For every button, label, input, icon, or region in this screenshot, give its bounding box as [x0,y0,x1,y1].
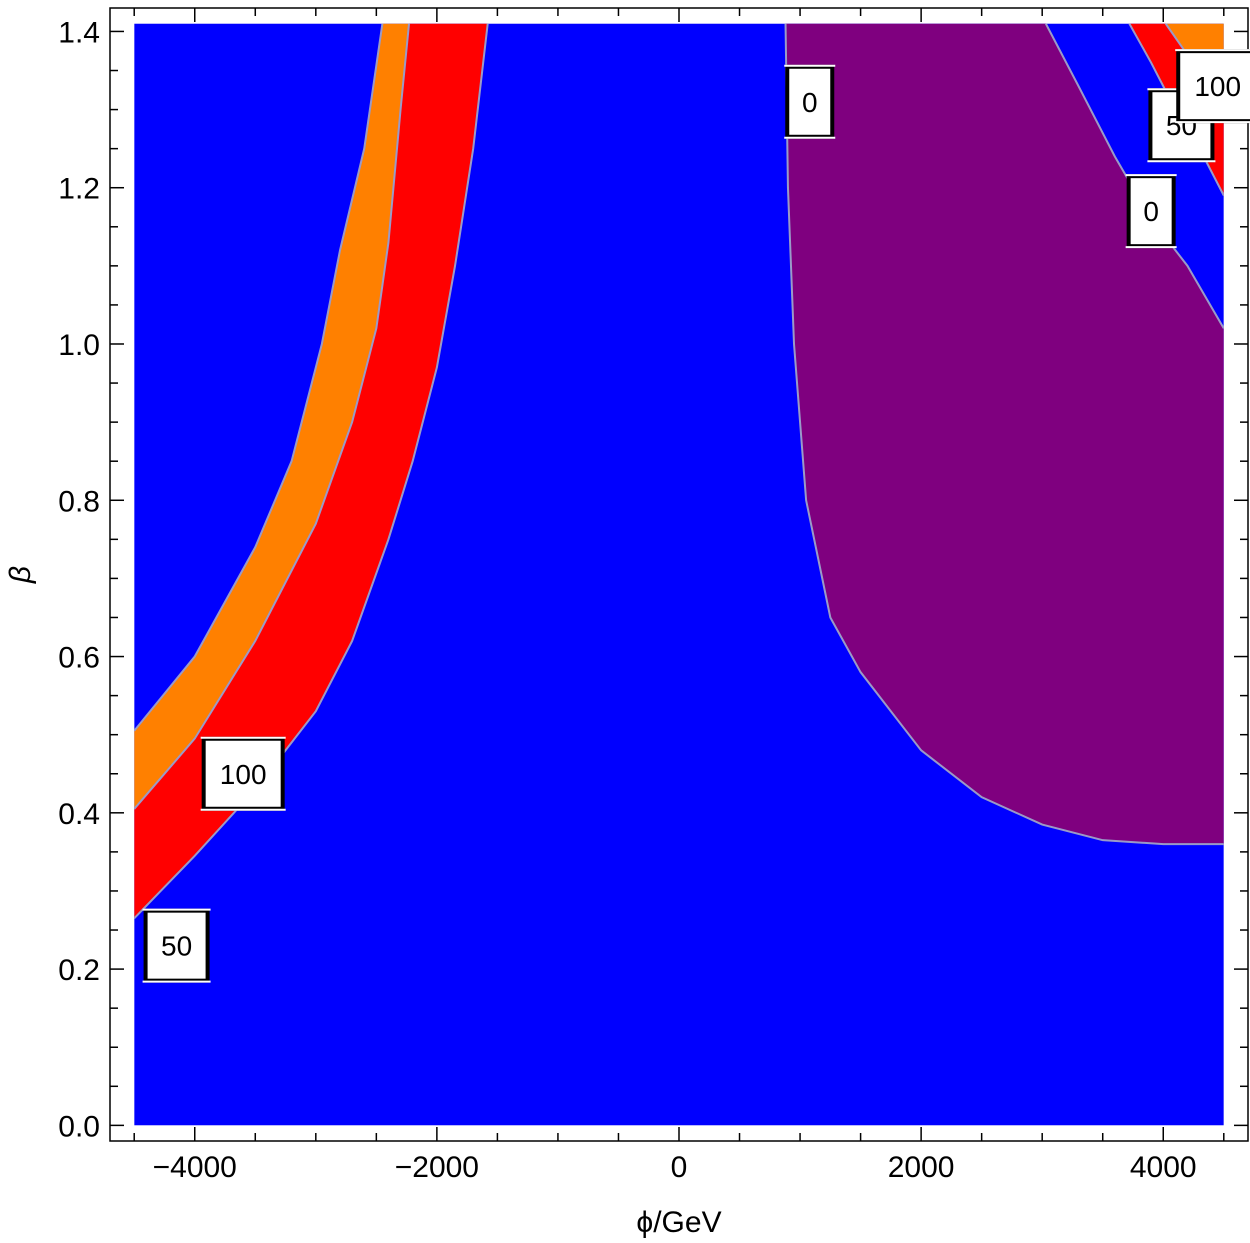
y-tick-label: 1.0 [58,329,100,362]
y-axis-title: β [4,566,37,584]
contour-label: 0 [1125,174,1177,249]
contour-label: 0 [784,64,836,139]
y-tick-label: 0.8 [58,485,100,518]
contour-label: 100 [1175,49,1250,124]
region-orange-left [134,23,410,809]
contour-line-100-left [134,23,411,810]
y-tick-label: 1.4 [58,16,100,49]
x-tick-label: 2000 [888,1151,955,1184]
x-tick-label: −2000 [395,1151,479,1184]
y-tick-label: 0.4 [58,798,100,831]
y-tick-label: 0.6 [58,642,100,675]
contour-line-0-right [784,23,1224,846]
contour-label-text: 100 [1194,71,1241,102]
x-tick-label: −4000 [153,1151,237,1184]
contour-line-150-left [134,23,384,732]
contour-label-text: 0 [1143,196,1159,227]
contour-label-text: 50 [161,931,192,962]
region-orange-right [1165,23,1224,118]
contour-line-50-left [134,23,489,920]
contour-label-text: 0 [802,87,818,118]
contour-regions [134,23,1224,1126]
region-purple [785,23,1224,845]
y-tick-label: 0.0 [58,1110,100,1143]
axis-ticks: −4000 −2000 0 2000 4000 0.0 0.2 0.4 0.6 0.8 1.0 1.2… [58,8,1248,1184]
y-tick-label: 0.2 [58,954,100,987]
x-axis-title: ϕ/GeV [636,1206,721,1239]
contour-label: 50 [142,908,211,983]
x-tick-label: 0 [671,1151,688,1184]
x-tick-label: 4000 [1130,1151,1197,1184]
contour-label-text: 100 [220,759,267,790]
contour-label: 100 [200,736,286,811]
y-tick-label: 1.2 [58,173,100,206]
